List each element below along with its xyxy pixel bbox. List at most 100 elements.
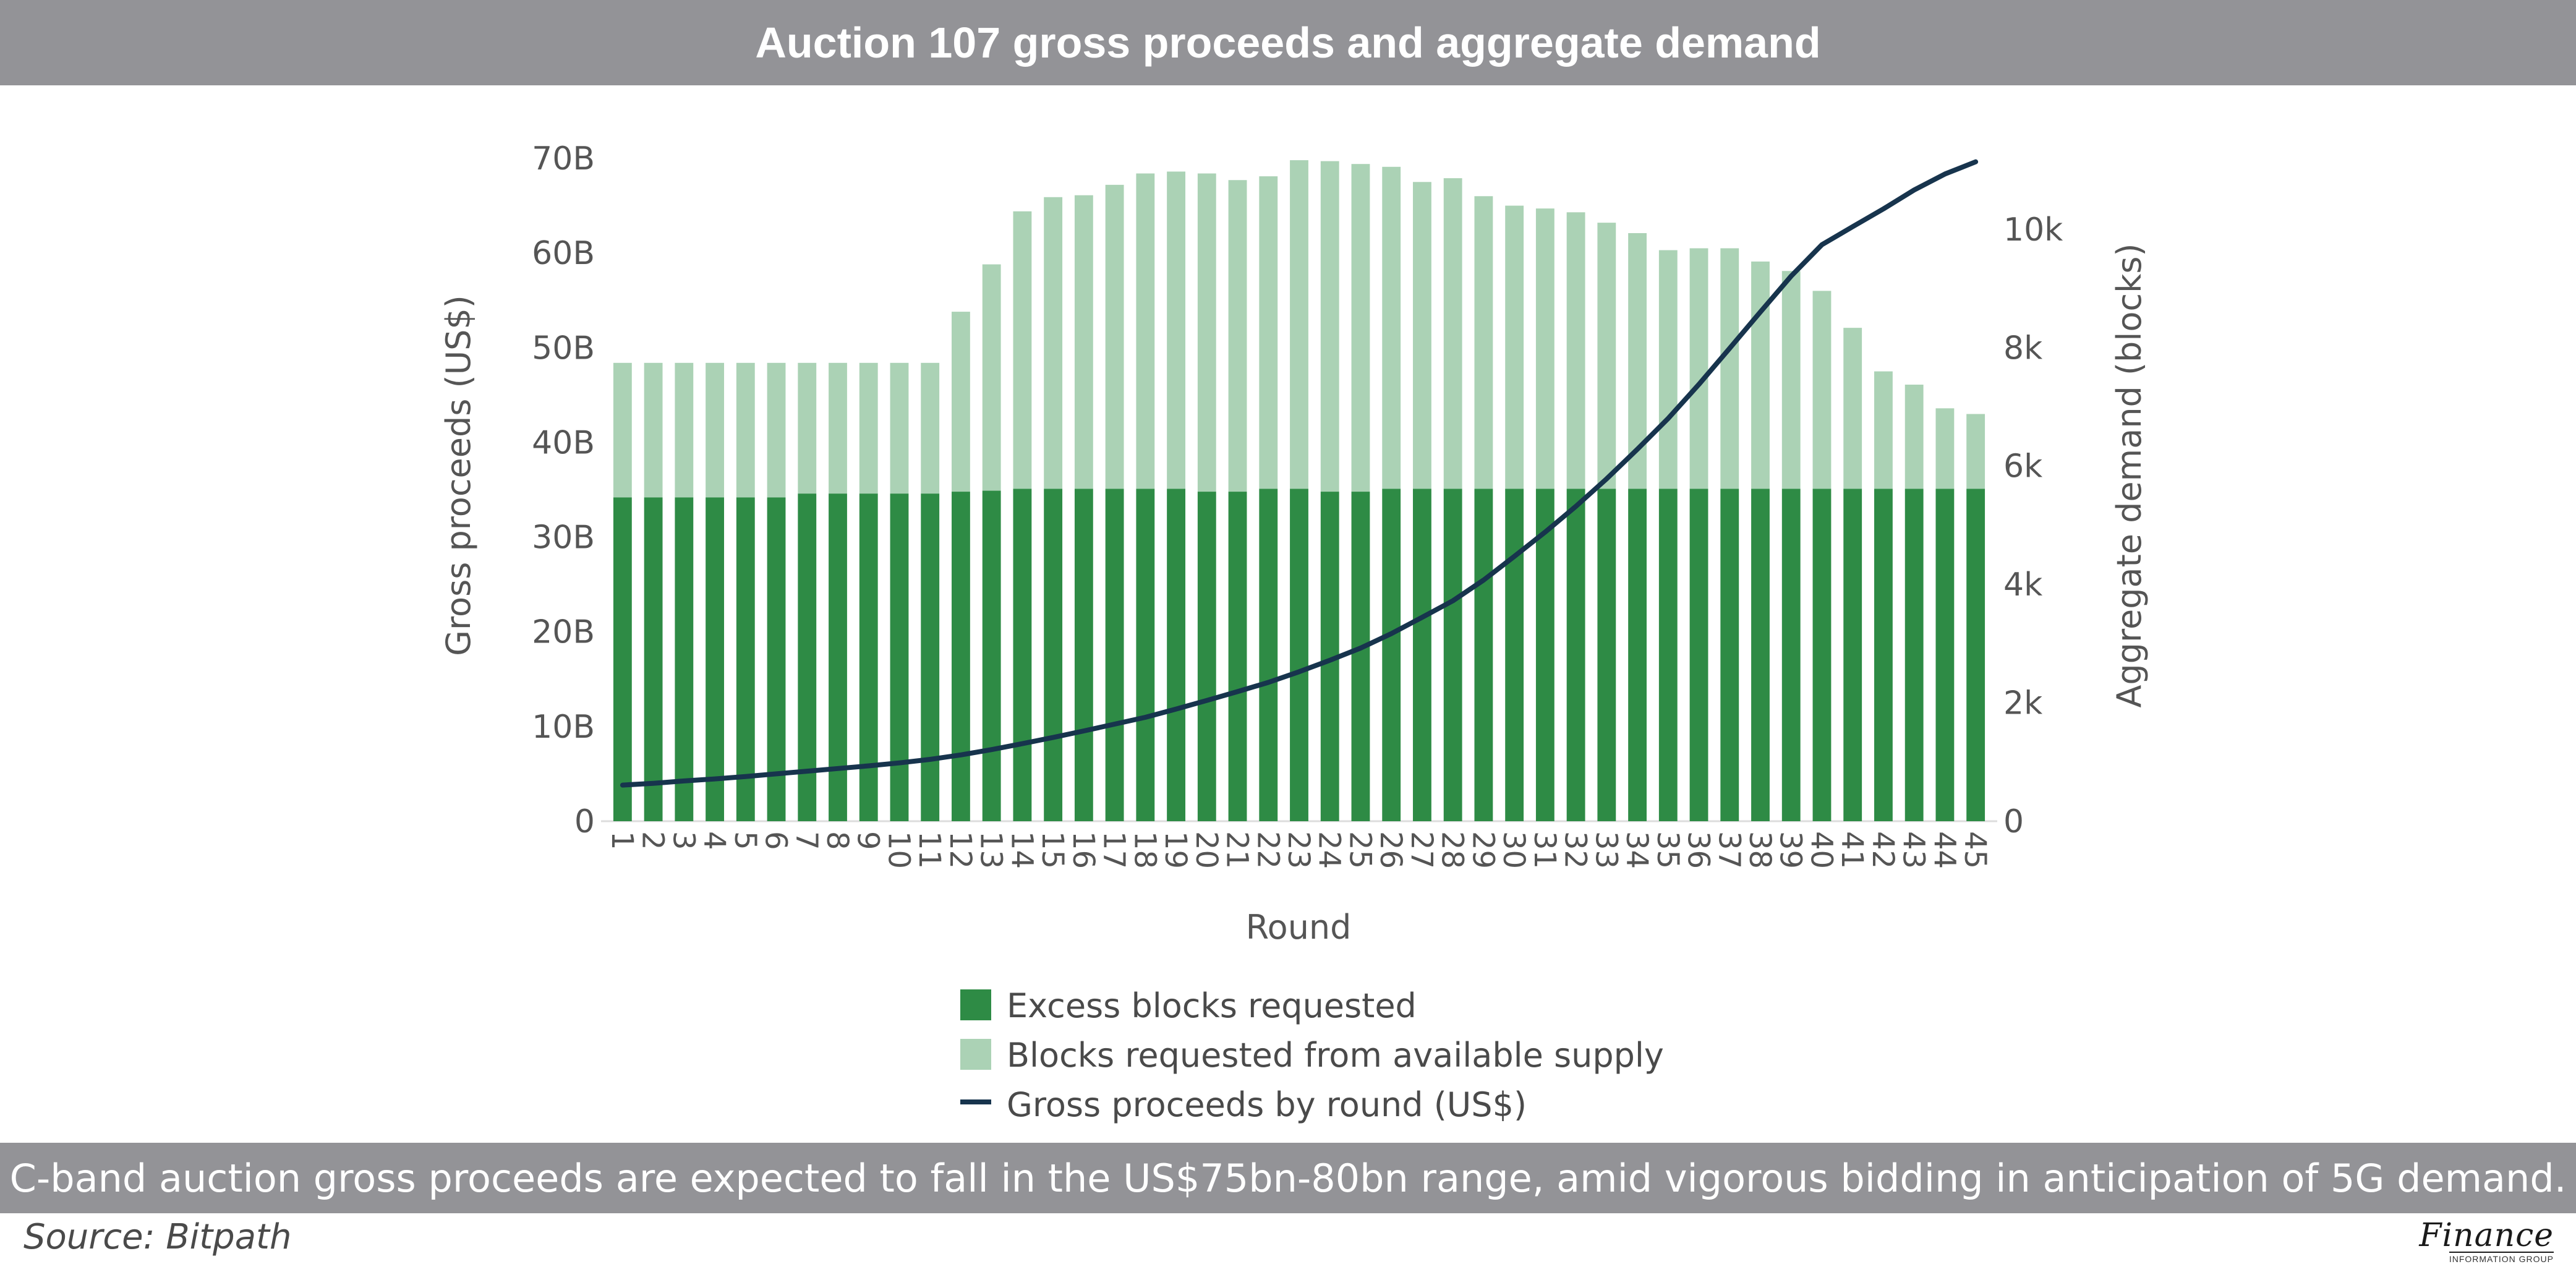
bar-available-round-45 xyxy=(1966,414,1985,489)
bar-excess-round-34 xyxy=(1628,489,1647,821)
bar-excess-round-35 xyxy=(1658,489,1678,821)
bar-excess-round-37 xyxy=(1720,489,1739,821)
bar-excess-round-33 xyxy=(1597,489,1616,821)
bar-excess-round-41 xyxy=(1843,489,1862,821)
bar-available-round-11 xyxy=(921,362,940,494)
bar-available-round-38 xyxy=(1751,261,1770,489)
bar-available-round-26 xyxy=(1382,166,1401,489)
bar-excess-round-44 xyxy=(1935,489,1955,821)
finance-logo: Finance INFORMATION GROUP xyxy=(2412,1219,2554,1264)
bar-available-round-5 xyxy=(736,362,755,498)
x-tick-label: 11 xyxy=(912,831,947,869)
axis-ticks: 1234567891011121314151617181920212223242… xyxy=(532,140,2063,869)
bar-available-round-24 xyxy=(1320,161,1339,492)
bar-available-round-9 xyxy=(859,362,878,494)
bar-available-round-22 xyxy=(1259,176,1278,489)
bar-available-round-17 xyxy=(1105,184,1124,489)
bar-excess-round-43 xyxy=(1904,489,1924,821)
bar-excess-round-32 xyxy=(1566,489,1585,821)
bar-excess-round-29 xyxy=(1474,489,1493,821)
x-tick-label: 41 xyxy=(1835,831,1869,869)
y-left-tick-label: 40B xyxy=(532,424,595,461)
x-tick-label: 15 xyxy=(1035,831,1070,869)
bar-available-round-35 xyxy=(1658,250,1678,489)
bar-available-round-16 xyxy=(1074,195,1093,489)
bar-available-round-30 xyxy=(1505,205,1524,489)
y-left-tick-label: 20B xyxy=(532,614,595,651)
bar-available-round-6 xyxy=(767,362,786,498)
y-left-tick-label: 10B xyxy=(532,709,595,746)
bar-available-round-3 xyxy=(675,362,694,498)
bar-excess-round-19 xyxy=(1167,489,1185,821)
bar-series xyxy=(613,160,1985,821)
bar-excess-round-20 xyxy=(1197,492,1216,821)
x-tick-label: 39 xyxy=(1773,831,1808,869)
bar-excess-round-42 xyxy=(1874,489,1893,821)
bar-available-round-28 xyxy=(1443,178,1462,489)
bar-excess-round-27 xyxy=(1413,489,1431,821)
x-tick-label: 12 xyxy=(943,831,978,869)
bar-excess-round-22 xyxy=(1259,489,1278,821)
bar-available-round-32 xyxy=(1566,212,1585,489)
line-series xyxy=(620,159,1979,788)
x-tick-label: 40 xyxy=(1804,831,1838,869)
y-right-tick-label: 10k xyxy=(2003,211,2063,249)
x-tick-label: 24 xyxy=(1312,831,1347,869)
bar-available-round-40 xyxy=(1812,291,1832,489)
bar-excess-round-17 xyxy=(1105,489,1124,821)
bar-excess-round-6 xyxy=(767,497,786,821)
bar-available-round-8 xyxy=(829,362,847,494)
x-tick-label: 45 xyxy=(1958,831,1992,869)
bar-excess-round-28 xyxy=(1443,489,1462,821)
legend-label-excess: Excess blocks requested xyxy=(1007,986,1417,1025)
x-tick-label: 17 xyxy=(1097,831,1132,869)
bar-available-round-43 xyxy=(1904,385,1924,489)
bar-excess-round-38 xyxy=(1751,489,1770,821)
bar-excess-round-23 xyxy=(1290,489,1308,821)
x-tick-label: 34 xyxy=(1619,831,1654,869)
bar-available-round-33 xyxy=(1597,223,1616,489)
x-tick-label: 35 xyxy=(1650,831,1685,869)
x-tick-label: 38 xyxy=(1742,831,1777,869)
y-right-tick-label: 2k xyxy=(2003,685,2042,722)
x-tick-label: 25 xyxy=(1342,831,1377,869)
bar-available-round-7 xyxy=(798,362,817,494)
bar-available-round-44 xyxy=(1935,408,1955,489)
bar-available-round-41 xyxy=(1843,328,1862,489)
bar-available-round-1 xyxy=(613,362,632,498)
legend-label-available: Blocks requested from available supply xyxy=(1007,1036,1664,1075)
legend-swatch-available xyxy=(960,1039,991,1070)
bar-excess-round-13 xyxy=(982,490,1001,821)
y-left-tick-label: 30B xyxy=(532,519,595,557)
bar-excess-round-39 xyxy=(1781,489,1801,821)
bar-excess-round-11 xyxy=(921,493,940,821)
x-axis-title: Round xyxy=(1246,908,1352,947)
x-tick-label: 7 xyxy=(789,831,824,850)
x-tick-label: 8 xyxy=(820,831,855,850)
bar-available-round-12 xyxy=(952,312,970,492)
x-tick-label: 14 xyxy=(1004,831,1039,869)
y-right-tick-label: 0 xyxy=(2003,803,2024,840)
bar-excess-round-31 xyxy=(1535,489,1555,821)
bar-excess-round-25 xyxy=(1351,492,1370,821)
x-tick-label: 27 xyxy=(1404,831,1439,869)
logo-subtitle: INFORMATION GROUP xyxy=(2449,1252,2554,1264)
x-tick-label: 3 xyxy=(666,831,701,850)
bar-excess-round-12 xyxy=(952,492,970,821)
bar-available-round-31 xyxy=(1535,208,1555,489)
bar-excess-round-40 xyxy=(1812,489,1832,821)
bar-available-round-10 xyxy=(890,362,909,494)
y-left-tick-label: 50B xyxy=(532,330,595,367)
bar-excess-round-3 xyxy=(675,497,694,821)
bar-excess-round-9 xyxy=(859,493,878,821)
bar-excess-round-8 xyxy=(829,493,847,821)
y-right-tick-label: 6k xyxy=(2003,448,2042,485)
bar-excess-round-21 xyxy=(1228,492,1247,821)
y-left-axis-title: Gross proceeds (US$) xyxy=(439,295,478,656)
y-right-tick-label: 4k xyxy=(2003,566,2042,604)
bar-excess-round-1 xyxy=(613,497,632,821)
x-tick-label: 29 xyxy=(1465,831,1500,869)
bar-excess-round-15 xyxy=(1044,489,1063,821)
x-tick-label: 19 xyxy=(1158,831,1193,869)
bar-available-round-25 xyxy=(1351,164,1370,492)
